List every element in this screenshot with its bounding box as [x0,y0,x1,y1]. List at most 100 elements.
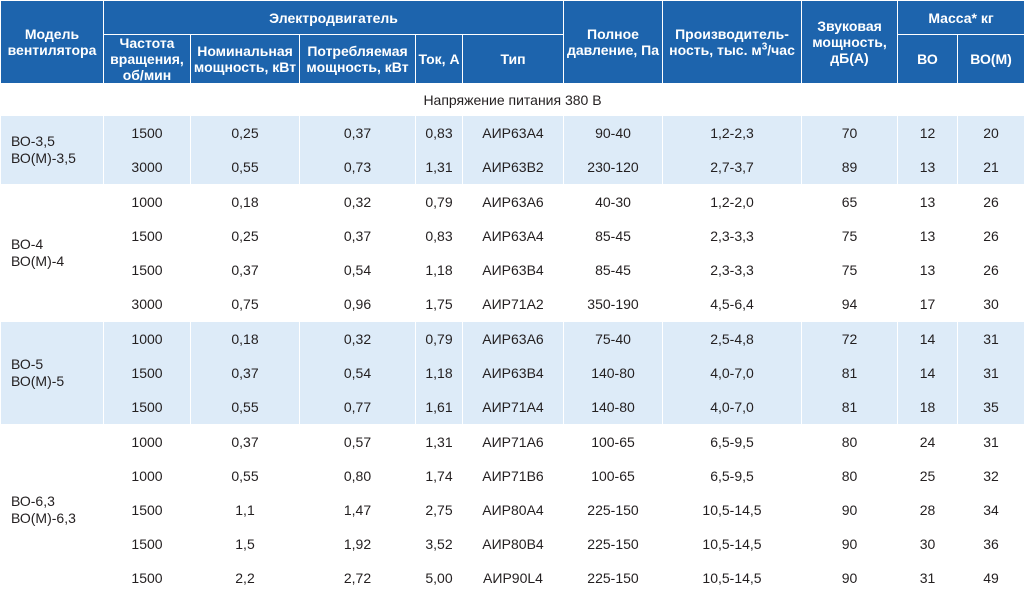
header-capacity-exp: 3 [761,41,768,53]
motor-type-cell: АИР71В6 [462,459,564,493]
capacity-cell: 10,5-14,5 [662,561,802,595]
nominal-power-cell: 0,18 [190,321,300,356]
pressure-cell: 85-45 [563,253,663,287]
mass-vom-cell: 21 [956,150,1024,185]
speed-cell: 1000 [103,184,191,219]
model-name: ВО(М)-3,5 [11,150,76,166]
motor-type-cell: АИР63В4 [462,356,564,390]
mass-vo-cell: 13 [897,253,958,287]
consumed-power-cell: 1,92 [299,527,416,561]
pressure-cell: 40-30 [563,184,663,219]
mass-vom-cell: 26 [956,219,1024,253]
mass-vom-cell: 31 [956,321,1024,356]
nominal-power-cell: 0,37 [190,424,300,459]
pressure-cell: 140-80 [563,390,663,425]
mass-vom-cell: 35 [956,390,1024,425]
motor-type-cell: АИР90L4 [462,561,564,595]
pressure-cell: 85-45 [563,219,663,253]
mass-vo-cell: 14 [897,356,958,390]
header-model: Модель вентилятора [0,0,104,84]
table-row: 1500 1,5 1,92 3,52 АИР80В4 225-150 10,5-14,5 90… [1,527,1024,561]
mass-vo-cell: 30 [897,527,958,561]
nominal-power-cell: 0,25 [190,115,300,150]
motor-type-cell: АИР71А4 [462,390,564,425]
mass-vo-cell: 18 [897,390,958,425]
motor-type-cell: АИР63В2 [462,150,564,185]
pressure-cell: 140-80 [563,356,663,390]
speed-cell: 1500 [103,356,191,390]
current-cell: 1,18 [415,253,463,287]
mass-vo-cell: 25 [897,459,958,493]
table-row: 1500 2,2 2,72 5,00 АИР90L4 225-150 10,5-14,5 90… [1,561,1024,595]
mass-vo-cell: 13 [897,150,958,185]
nominal-power-cell: 0,37 [190,253,300,287]
table-row: 3000 0,55 0,73 1,31 АИР63В2 230-120 2,7-3,7 89 1… [1,150,1024,185]
header-nominal-power: Номинальная мощность, кВт [190,34,300,84]
consumed-power-cell: 0,54 [299,253,416,287]
consumed-power-cell: 0,37 [299,219,416,253]
nominal-power-cell: 1,1 [190,493,300,527]
current-cell: 0,79 [415,184,463,219]
model-name: ВО-5 [11,356,44,372]
speed-cell: 1000 [103,459,191,493]
header-sound: Звуковая мощность, дБ(А) [801,0,898,84]
capacity-cell: 4,5-6,4 [662,287,802,322]
sound-power-cell: 80 [801,424,898,459]
consumed-power-cell: 1,47 [299,493,416,527]
sound-power-cell: 65 [801,184,898,219]
sound-power-cell: 75 [801,219,898,253]
capacity-cell: 4,0-7,0 [662,356,802,390]
current-cell: 1,31 [415,424,463,459]
pressure-cell: 230-120 [563,150,663,185]
current-cell: 3,52 [415,527,463,561]
mass-vom-cell: 26 [956,253,1024,287]
motor-type-cell: АИР63А6 [462,321,564,356]
nominal-power-cell: 2,2 [190,561,300,595]
pressure-cell: 90-40 [563,115,663,150]
voltage-label: Напряжение питания 380 В [0,83,1024,116]
current-cell: 0,83 [415,115,463,150]
nominal-power-cell: 0,75 [190,287,300,322]
consumed-power-cell: 0,77 [299,390,416,425]
capacity-cell: 6,5-9,5 [662,459,802,493]
mass-vom-cell: 31 [956,356,1024,390]
header-speed: Частота вращения, об/мин [103,34,191,84]
consumed-power-cell: 0,80 [299,459,416,493]
model-name: ВО-3,5 [11,133,55,149]
capacity-cell: 6,5-9,5 [662,424,802,459]
consumed-power-cell: 0,32 [299,321,416,356]
current-cell: 1,74 [415,459,463,493]
current-cell: 1,61 [415,390,463,425]
motor-type-cell: АИР71А2 [462,287,564,322]
pressure-cell: 100-65 [563,459,663,493]
speed-cell: 1000 [103,321,191,356]
header-capacity-main: Производитель-ность, тыс. м [669,26,789,58]
header-motor: Электродвигатель [103,0,564,35]
nominal-power-cell: 0,18 [190,184,300,219]
sound-power-cell: 80 [801,459,898,493]
mass-vo-cell: 17 [897,287,958,322]
pressure-cell: 350-190 [563,287,663,322]
nominal-power-cell: 0,55 [190,459,300,493]
pressure-cell: 225-150 [563,527,663,561]
model-name: ВО(М)-6,3 [11,510,76,526]
table-row: 1500 1,1 1,47 2,75 АИР80А4 225-150 10,5-14,5 90… [1,493,1024,527]
sound-power-cell: 72 [801,321,898,356]
pressure-cell: 100-65 [563,424,663,459]
mass-vom-cell: 49 [956,561,1024,595]
consumed-power-cell: 0,73 [299,150,416,185]
motor-type-cell: АИР63В4 [462,253,564,287]
consumed-power-cell: 0,57 [299,424,416,459]
mass-vo-cell: 14 [897,321,958,356]
speed-cell: 1500 [103,219,191,253]
mass-vo-cell: 28 [897,493,958,527]
mass-vo-cell: 24 [897,424,958,459]
model-cell: ВО-6,3 ВО(М)-6,3 [0,424,104,595]
sound-power-cell: 75 [801,253,898,287]
mass-vom-cell: 36 [956,527,1024,561]
consumed-power-cell: 0,54 [299,356,416,390]
sound-power-cell: 89 [801,150,898,185]
nominal-power-cell: 0,25 [190,219,300,253]
consumed-power-cell: 0,37 [299,115,416,150]
model-cell: ВО-4 ВО(М)-4 [0,184,104,322]
